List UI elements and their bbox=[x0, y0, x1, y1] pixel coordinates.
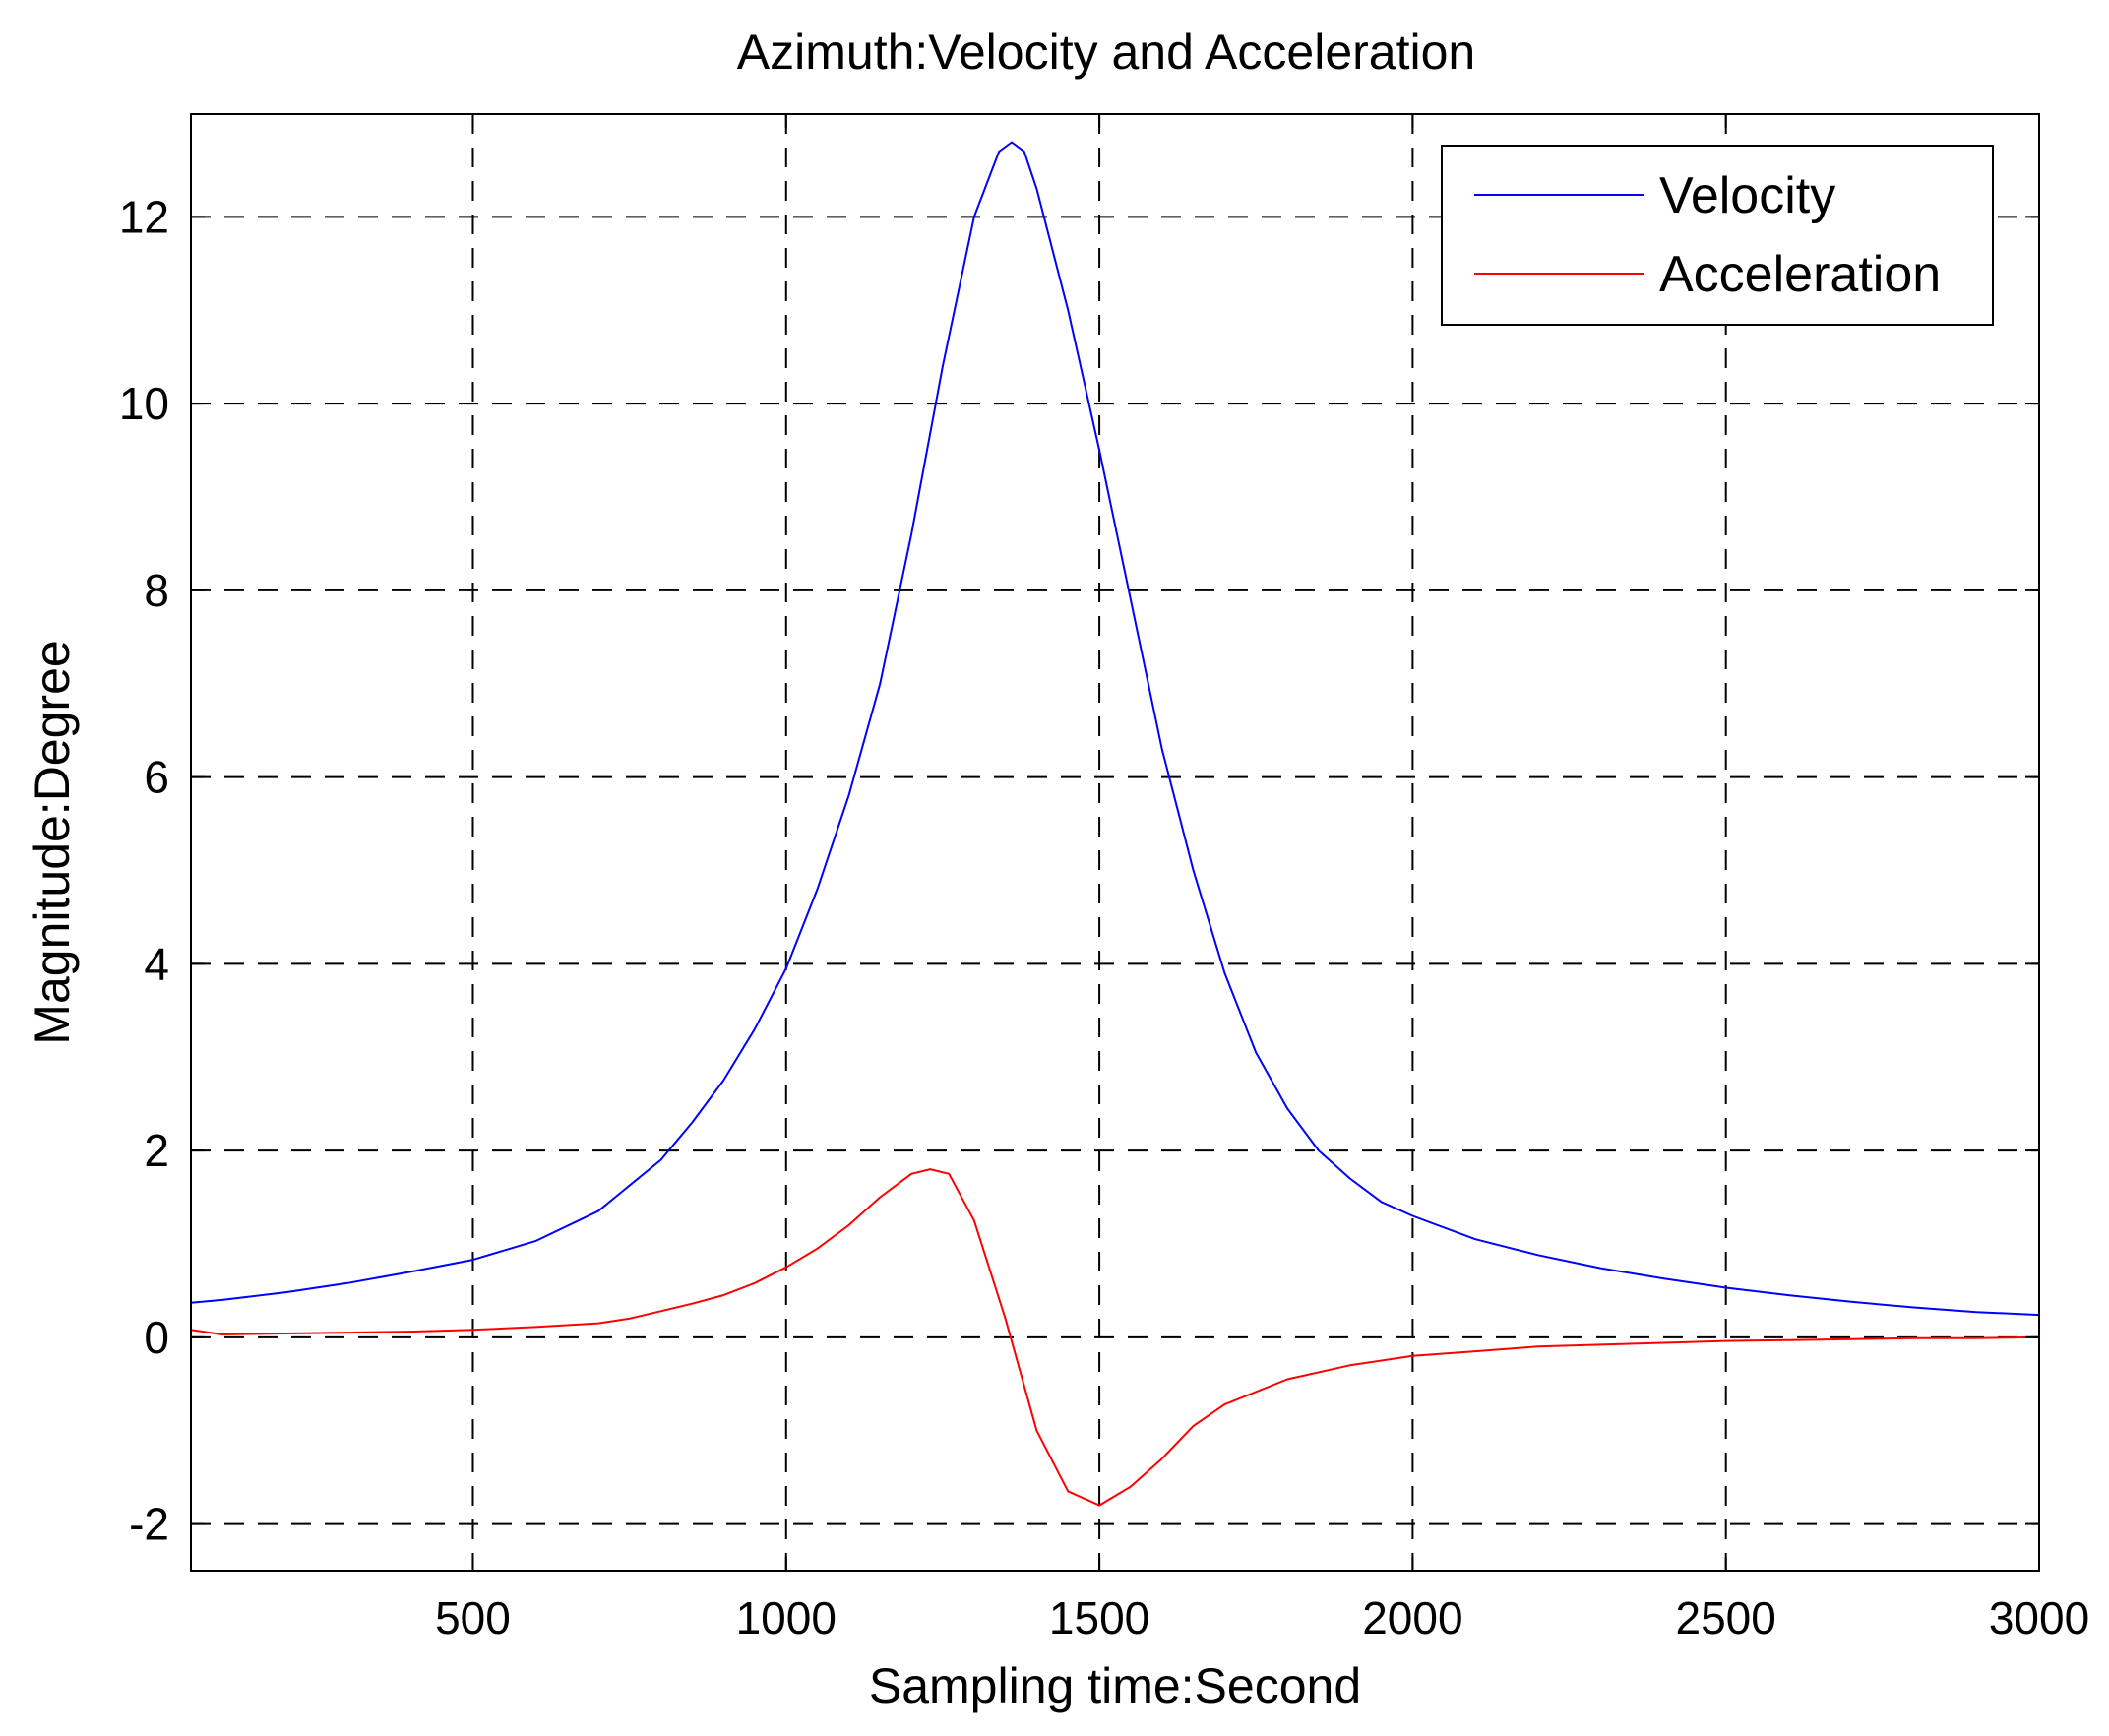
x-tick-label: 500 bbox=[435, 1592, 511, 1643]
legend: Velocity Acceleration bbox=[1441, 145, 1994, 326]
x-tick-label: 1000 bbox=[736, 1592, 837, 1643]
x-tick-label: 2500 bbox=[1676, 1592, 1776, 1643]
y-tick-label: -2 bbox=[129, 1499, 169, 1550]
y-tick-label: 8 bbox=[144, 565, 169, 616]
y-tick-label: 2 bbox=[144, 1125, 169, 1176]
series-line-velocity bbox=[190, 141, 2040, 1317]
y-tick-label: 0 bbox=[144, 1312, 169, 1363]
x-tick-label: 2000 bbox=[1362, 1592, 1462, 1643]
y-tick-label: 6 bbox=[144, 752, 169, 803]
x-axis-title: Sampling time:Second bbox=[869, 1658, 1361, 1713]
chart-title: Azimuth:Velocity and Acceleration bbox=[737, 25, 1475, 80]
legend-label-acceleration: Acceleration bbox=[1659, 246, 1941, 303]
legend-box bbox=[1441, 145, 1994, 326]
y-tick-label: 12 bbox=[119, 191, 169, 242]
y-axis-title: Magnitude:Degree bbox=[25, 640, 80, 1044]
y-tick-label: 4 bbox=[144, 938, 169, 989]
x-tick-label: 3000 bbox=[1989, 1592, 2089, 1643]
y-tick-label: 10 bbox=[119, 378, 169, 429]
plot-area-frame bbox=[190, 113, 2040, 1572]
x-tick-label: 1500 bbox=[1049, 1592, 1149, 1643]
legend-label-velocity: Velocity bbox=[1659, 167, 1835, 224]
series-layer bbox=[190, 141, 2040, 1507]
series-line-acceleration bbox=[190, 1168, 2040, 1507]
grid bbox=[191, 114, 2039, 1571]
axis-ticks: 500 1000 1500 2000 2500 3000 -2 0 2 4 6 8 10 12 bbox=[119, 114, 2089, 1643]
